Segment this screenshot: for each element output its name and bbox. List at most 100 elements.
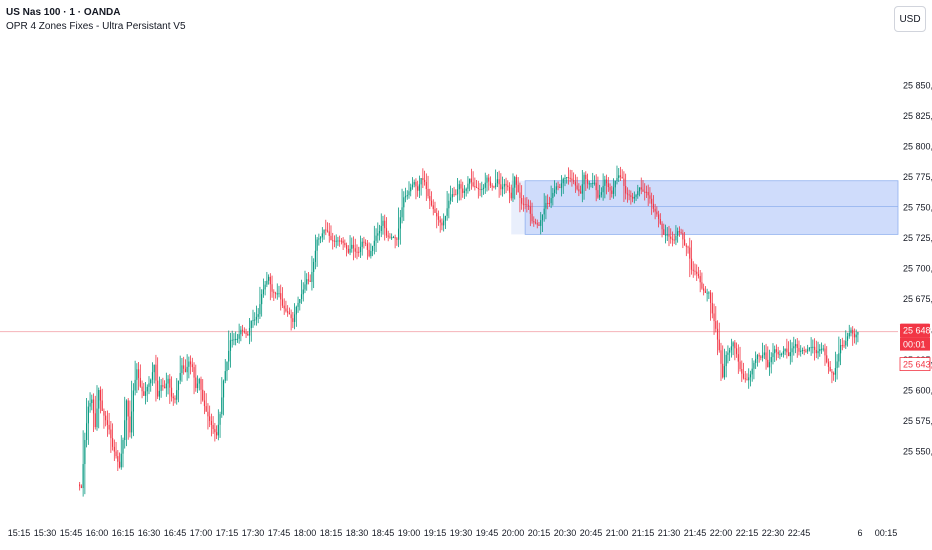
indicator-title[interactable]: OPR 4 Zones Fixes - Ultra Persistant V5 (6, 21, 186, 32)
candle-body (505, 183, 507, 186)
candle-body (79, 484, 81, 487)
x-tick-label: 20:15 (528, 528, 551, 538)
candle-body (92, 399, 95, 414)
x-tick-label: 20:00 (502, 528, 525, 538)
candle-body (229, 340, 232, 351)
candle-body (91, 399, 93, 404)
candle-body (131, 411, 133, 433)
candle-body (722, 363, 724, 378)
candle-body (664, 234, 667, 236)
candle-body (151, 372, 154, 380)
candle-body (489, 181, 492, 186)
candle-body (261, 294, 263, 305)
candle-body (174, 398, 176, 400)
candle-body (352, 244, 355, 249)
candle-body (255, 316, 258, 320)
candle-body (787, 352, 790, 357)
candle-body (820, 348, 823, 350)
candle-body (430, 200, 433, 206)
opr-zone-rect[interactable] (524, 180, 899, 235)
candle-body (106, 420, 108, 425)
candle-body (477, 188, 479, 190)
candle-body (359, 246, 362, 252)
candle-body (422, 178, 424, 180)
candle-body (670, 236, 672, 239)
candle-body (432, 205, 434, 210)
candle-body (531, 213, 533, 222)
candle-body (163, 386, 166, 389)
candle-body (453, 194, 455, 196)
candle-body (479, 189, 481, 191)
candle-body (638, 187, 641, 192)
candle-body (377, 233, 379, 236)
candle-body (647, 191, 649, 196)
candle-body (443, 220, 445, 226)
candle-body (155, 364, 157, 381)
candle-body (472, 182, 474, 187)
candle-body (581, 184, 583, 194)
candle-body (384, 220, 386, 229)
candle-body (217, 424, 219, 436)
symbol-title[interactable]: US Nas 100 · 1 · OANDA (6, 7, 121, 18)
candle-body (666, 234, 668, 236)
candle-body (288, 312, 290, 315)
x-tick-label: 16:45 (164, 528, 187, 538)
candle-body (512, 187, 514, 199)
candle-body (708, 292, 710, 294)
candle-body (846, 336, 849, 341)
x-tick-label: 00:15 (875, 528, 898, 538)
candle-body (365, 242, 367, 244)
candle-body (314, 250, 316, 262)
candle-body (470, 178, 472, 183)
candle-body (80, 486, 82, 489)
x-tick-label: 17:30 (242, 528, 265, 538)
x-tick-label: 19:00 (398, 528, 421, 538)
candle-body (718, 339, 720, 351)
candle-body (486, 177, 488, 183)
currency-button[interactable]: USD (894, 6, 926, 32)
candle-body (642, 189, 644, 192)
candle-body (775, 349, 778, 352)
candle-body (415, 181, 417, 187)
candle-body (321, 233, 323, 238)
candle-body (723, 366, 726, 378)
candle-body (226, 361, 228, 372)
candle-body (564, 177, 566, 179)
candle-body (576, 185, 578, 190)
candle-body (387, 235, 389, 237)
candle-body (215, 432, 218, 436)
candle-body (515, 177, 518, 185)
candle-body (595, 182, 597, 191)
candle-body (406, 195, 408, 197)
candle-body (491, 185, 493, 187)
candle-body (181, 365, 183, 373)
candle-body (363, 241, 365, 243)
candle-body (625, 185, 627, 194)
candle-body (274, 292, 277, 294)
candle-body (663, 229, 665, 235)
candle-body (382, 220, 384, 226)
candle-body (760, 356, 762, 358)
candle-body (475, 187, 478, 189)
last-price-badge[interactable] (900, 323, 930, 338)
x-tick-label: 15:30 (34, 528, 57, 538)
candle-body (257, 314, 259, 317)
candle-body (378, 230, 381, 234)
secondary-price-label: 25 643,0 (903, 360, 932, 370)
candle-body (715, 321, 717, 329)
candle-body (668, 234, 670, 237)
candle-body (157, 380, 159, 397)
candle-body (392, 237, 394, 239)
candle-body (640, 187, 642, 190)
candle-body (628, 194, 630, 196)
candle-body (176, 390, 178, 400)
candle-body (240, 329, 242, 335)
candle-body (134, 379, 136, 391)
candle-body (645, 191, 648, 193)
candle-body (817, 351, 819, 354)
candle-body (560, 183, 563, 188)
candle-body (254, 319, 256, 321)
x-tick-label: 17:00 (190, 528, 213, 538)
candle-body (538, 224, 540, 226)
